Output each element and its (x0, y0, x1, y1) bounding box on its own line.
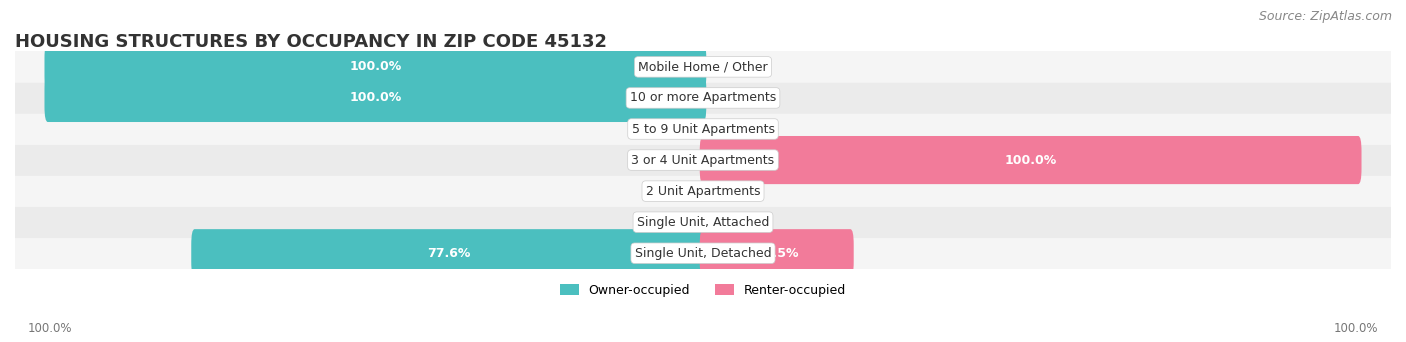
Text: 0.0%: 0.0% (720, 185, 751, 198)
Text: 0.0%: 0.0% (720, 61, 751, 74)
Text: 0.0%: 0.0% (720, 91, 751, 104)
FancyBboxPatch shape (15, 113, 1391, 145)
Text: Single Unit, Attached: Single Unit, Attached (637, 216, 769, 229)
Text: Mobile Home / Other: Mobile Home / Other (638, 61, 768, 74)
Text: 100.0%: 100.0% (1004, 154, 1057, 167)
Text: 100.0%: 100.0% (349, 61, 402, 74)
FancyBboxPatch shape (15, 82, 1391, 114)
Text: 0.0%: 0.0% (720, 216, 751, 229)
Text: Single Unit, Detached: Single Unit, Detached (634, 247, 772, 260)
FancyBboxPatch shape (15, 237, 1391, 269)
FancyBboxPatch shape (15, 206, 1391, 238)
Text: 10 or more Apartments: 10 or more Apartments (630, 91, 776, 104)
Text: 0.0%: 0.0% (655, 122, 686, 135)
Text: 0.0%: 0.0% (720, 122, 751, 135)
FancyBboxPatch shape (191, 229, 706, 277)
FancyBboxPatch shape (45, 43, 706, 91)
Text: 22.5%: 22.5% (755, 247, 799, 260)
Text: 100.0%: 100.0% (349, 91, 402, 104)
FancyBboxPatch shape (15, 51, 1391, 83)
Legend: Owner-occupied, Renter-occupied: Owner-occupied, Renter-occupied (555, 279, 851, 302)
Text: 3 or 4 Unit Apartments: 3 or 4 Unit Apartments (631, 154, 775, 167)
FancyBboxPatch shape (45, 74, 706, 122)
Text: 77.6%: 77.6% (427, 247, 471, 260)
FancyBboxPatch shape (15, 175, 1391, 207)
Text: 0.0%: 0.0% (655, 154, 686, 167)
Text: Source: ZipAtlas.com: Source: ZipAtlas.com (1258, 10, 1392, 23)
Text: HOUSING STRUCTURES BY OCCUPANCY IN ZIP CODE 45132: HOUSING STRUCTURES BY OCCUPANCY IN ZIP C… (15, 33, 607, 51)
Text: 100.0%: 100.0% (1333, 322, 1378, 335)
Text: 100.0%: 100.0% (28, 322, 73, 335)
Text: 0.0%: 0.0% (655, 216, 686, 229)
FancyBboxPatch shape (700, 229, 853, 277)
Text: 0.0%: 0.0% (655, 185, 686, 198)
FancyBboxPatch shape (15, 144, 1391, 176)
Text: 2 Unit Apartments: 2 Unit Apartments (645, 185, 761, 198)
Text: 5 to 9 Unit Apartments: 5 to 9 Unit Apartments (631, 122, 775, 135)
FancyBboxPatch shape (700, 136, 1361, 184)
